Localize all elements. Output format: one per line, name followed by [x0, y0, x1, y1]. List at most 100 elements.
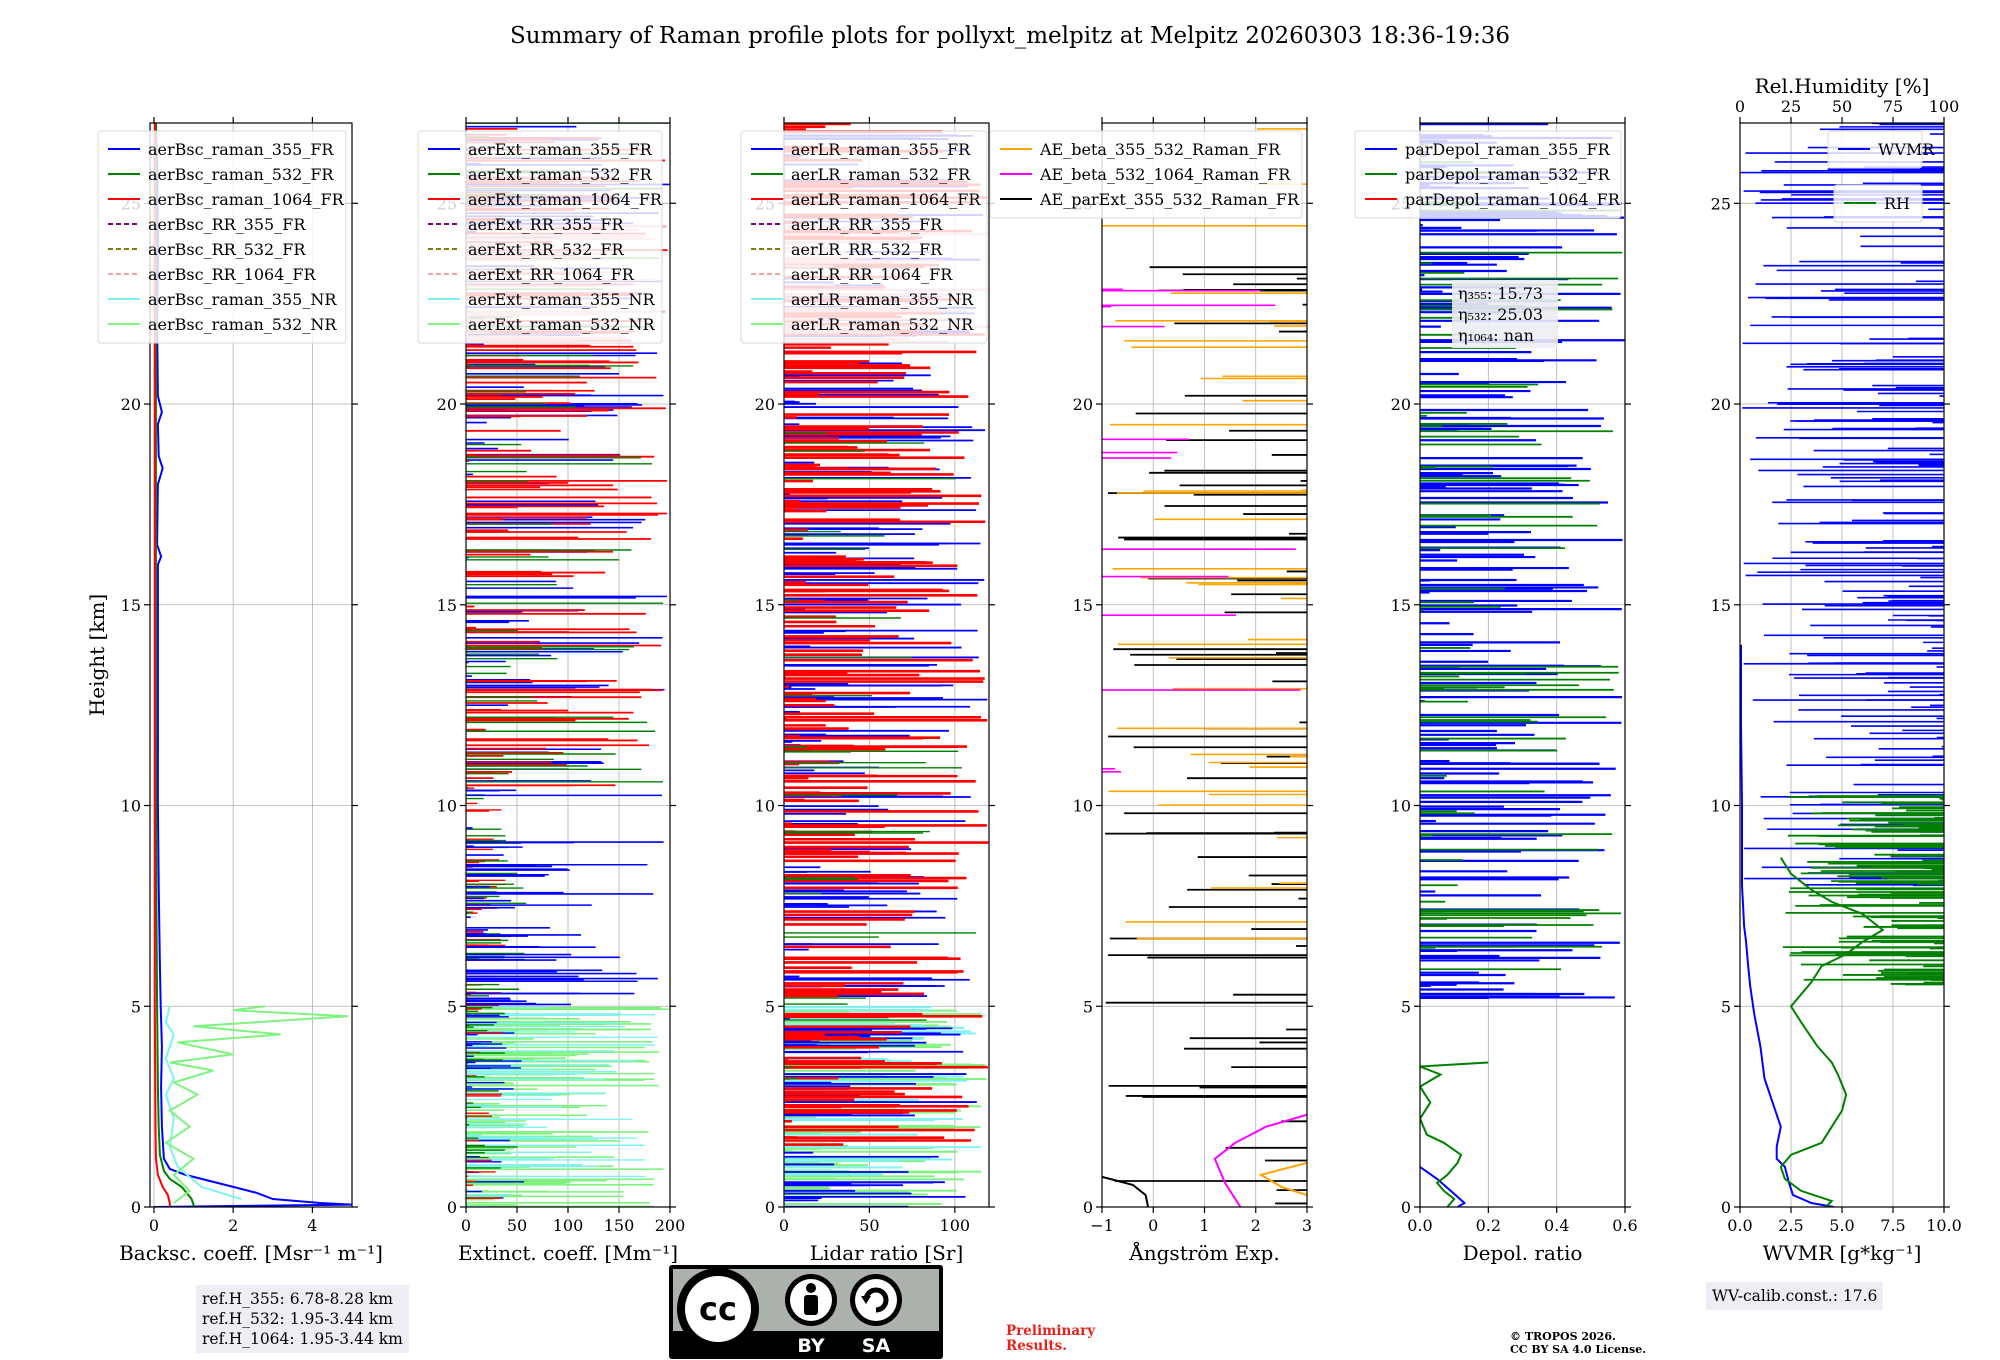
legend-label: aerExt_raman_532_FR [468, 165, 653, 184]
legend-label: parDepol_raman_532_FR [1405, 165, 1611, 184]
top-tick-label: 100 [1929, 97, 1960, 116]
legend-box [989, 130, 1303, 219]
x-tick-label: 2 [228, 1216, 238, 1235]
axes-frame [149, 122, 353, 1208]
top-tick-label: 0 [1735, 97, 1745, 116]
legend-label: aerExt_raman_355_NR [468, 290, 656, 309]
y-tick-label: 5 [1401, 997, 1411, 1016]
x-tick-label: 0.6 [1612, 1216, 1637, 1235]
legend-label: RH [1884, 194, 1910, 213]
y-tick-label: 0 [1401, 1198, 1411, 1217]
y-tick-label: 0 [765, 1198, 775, 1217]
x-tick-label: 7.5 [1880, 1216, 1905, 1235]
copyright-line-1: © TROPOS 2026. [1510, 1330, 1616, 1343]
eta-annotation-box: η₃₅₅: 15.73 η₅₃₂: 25.03 η₁₀₆₄: nan [1452, 280, 1558, 348]
x-tick-label: 100 [553, 1216, 584, 1235]
legend-wvmr: WVMR [1827, 130, 1935, 169]
x-tick-label: 2.5 [1778, 1216, 1803, 1235]
legend-label: aerExt_raman_355_FR [468, 140, 653, 159]
top-tick-label: 50 [1832, 97, 1852, 116]
by-label: BY [797, 1335, 824, 1357]
axes-frame [783, 122, 990, 1208]
series-line-AE_parExt_355_532_Raman_FR [1102, 1175, 1150, 1207]
legend-label: aerExt_RR_355_FR [468, 215, 625, 234]
series-line-parDepol_raman_532_FR [1420, 1061, 1489, 1207]
x-axis-label: Extinct. coeff. [Mm⁻¹] [458, 1241, 678, 1265]
legend-label: aerLR_raman_532_FR [791, 165, 971, 184]
plot-area-extinction [466, 123, 670, 1207]
x-tick-label: 0 [461, 1216, 471, 1235]
plot-area-wvmr [1740, 123, 1944, 1207]
y-tick-label: 5 [447, 997, 457, 1016]
x-tick-label: 3 [1302, 1216, 1312, 1235]
top-axis-label: Rel.Humidity [%] [1755, 74, 1930, 98]
y-tick-label: 5 [1083, 997, 1093, 1016]
series-line-aerBsc_raman_532_FR [154, 123, 195, 1207]
series-line-aerBsc_raman_532_NR [163, 1005, 349, 1204]
y-tick-label: 0 [447, 1198, 457, 1217]
legend-backscatter: aerBsc_raman_355_FR aerBsc_raman_532_FRae… [97, 130, 347, 344]
x-tick-label: 0 [149, 1216, 159, 1235]
x-tick-label: 0 [779, 1216, 789, 1235]
y-tick-label: 10 [1711, 797, 1731, 816]
legend-wvmr: RH [1833, 184, 1923, 223]
y-tick-label: 5 [131, 997, 141, 1016]
y-tick-label: 15 [1391, 596, 1411, 615]
legend-box [417, 130, 663, 344]
y-tick-label: 10 [755, 797, 775, 816]
y-axis-label: Height [km] [85, 594, 109, 716]
legend-label: parDepol_raman_1064_FR [1405, 190, 1621, 209]
legend-label: aerBsc_RR_355_FR [148, 215, 306, 234]
legend-box [1827, 130, 1923, 169]
plot-area-angstrom [1102, 128, 1307, 1207]
y-tick-label: 20 [755, 395, 775, 414]
legend-label: AE_parExt_355_532_Raman_FR [1039, 190, 1300, 209]
y-tick-label: 15 [437, 596, 457, 615]
legend-label: aerLR_raman_532_NR [791, 315, 974, 334]
x-axis-label: Depol. ratio [1463, 1241, 1583, 1265]
legend-label: aerBsc_raman_355_FR [148, 140, 334, 159]
sa-arrow-icon [863, 1287, 889, 1313]
by-person-head-icon [806, 1283, 816, 1293]
legend-label: AE_beta_532_1064_Raman_FR [1039, 165, 1291, 184]
x-tick-label: 50 [859, 1216, 879, 1235]
x-axis-label: WVMR [g*kg⁻¹] [1763, 1241, 1922, 1265]
x-axis-label: Lidar ratio [Sr] [810, 1241, 964, 1265]
x-tick-label: 10.0 [1926, 1216, 1962, 1235]
eta-eta355: η₃₅₅: 15.73 [1458, 284, 1543, 303]
x-tick-label: 0.0 [1727, 1216, 1752, 1235]
legend-label: aerBsc_raman_355_NR [148, 290, 337, 309]
ref-height-355: ref.H_355: 6.78-8.28 km [202, 1290, 393, 1308]
by-person-body-icon [804, 1295, 818, 1315]
legend-label: WVMR [1878, 140, 1935, 159]
series-line-aerBsc_raman_355_FR [153, 123, 352, 1207]
y-tick-label: 15 [1711, 596, 1731, 615]
plot-area-depol [1420, 123, 1625, 1207]
series-line-WVMR [1740, 644, 1834, 1207]
series-line-RH [1779, 857, 1885, 1207]
reference-height-box: ref.H_355: 6.78-8.28 km ref.H_532: 1.95-… [196, 1285, 409, 1353]
y-tick-label: 15 [755, 596, 775, 615]
legend-label: AE_beta_355_532_Raman_FR [1039, 140, 1281, 159]
series-line-parDepol_raman_355_FR [1420, 1166, 1467, 1207]
y-tick-label: 10 [437, 797, 457, 816]
y-tick-label: 5 [1721, 997, 1731, 1016]
legend-label: aerLR_RR_355_FR [791, 215, 943, 234]
top-tick-label: 25 [1781, 97, 1801, 116]
legend-box [1833, 184, 1923, 223]
wv-calibration-box: WV-calib.const.: 17.6 [1706, 1282, 1884, 1310]
y-tick-label: 10 [1391, 797, 1411, 816]
axes-frame [1419, 122, 1626, 1208]
legend-box [740, 130, 988, 344]
y-tick-label: 0 [1083, 1198, 1093, 1217]
y-tick-label: 20 [121, 395, 141, 414]
y-tick-label: 25 [1711, 194, 1731, 213]
legend-label: aerLR_raman_1064_FR [791, 190, 981, 209]
plot-area-backscatter [153, 123, 352, 1207]
figure-title: Summary of Raman profile plots for polly… [510, 23, 1510, 49]
sa-icon-inner [855, 1279, 897, 1321]
x-tick-label: 100 [940, 1216, 971, 1235]
y-tick-label: 0 [131, 1198, 141, 1217]
